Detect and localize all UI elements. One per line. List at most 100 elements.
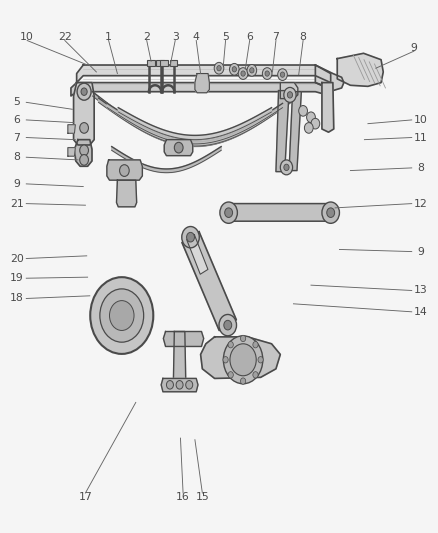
Text: 6: 6 [246, 33, 253, 42]
FancyBboxPatch shape [160, 60, 168, 66]
Circle shape [322, 202, 339, 223]
Circle shape [253, 372, 258, 378]
Circle shape [287, 92, 293, 98]
Circle shape [253, 342, 258, 348]
Text: 18: 18 [10, 294, 24, 303]
FancyBboxPatch shape [147, 60, 155, 66]
Circle shape [278, 69, 287, 80]
Polygon shape [164, 140, 193, 156]
Circle shape [214, 62, 224, 74]
Circle shape [228, 342, 233, 348]
Circle shape [174, 142, 183, 153]
Circle shape [80, 155, 88, 165]
Polygon shape [163, 332, 204, 346]
Circle shape [247, 64, 257, 76]
Circle shape [217, 66, 221, 71]
Circle shape [182, 227, 199, 248]
Text: 16: 16 [176, 492, 190, 502]
Polygon shape [276, 91, 289, 172]
Text: 1: 1 [105, 33, 112, 42]
Polygon shape [187, 235, 208, 274]
Text: 8: 8 [13, 152, 20, 162]
Text: 21: 21 [10, 199, 24, 208]
Text: 14: 14 [413, 307, 427, 317]
Circle shape [280, 160, 293, 175]
Polygon shape [118, 108, 272, 140]
Circle shape [166, 381, 173, 389]
Text: 7: 7 [272, 33, 279, 42]
Text: 17: 17 [78, 492, 92, 502]
Circle shape [81, 88, 87, 95]
Circle shape [311, 118, 320, 129]
Circle shape [228, 372, 233, 378]
Circle shape [100, 289, 144, 342]
Text: 7: 7 [13, 133, 20, 142]
Polygon shape [71, 83, 331, 96]
Circle shape [223, 357, 228, 363]
Polygon shape [92, 92, 297, 147]
Text: 19: 19 [10, 273, 24, 283]
Polygon shape [182, 232, 237, 330]
Polygon shape [107, 160, 142, 180]
Polygon shape [74, 83, 94, 145]
Polygon shape [201, 337, 280, 378]
Polygon shape [227, 204, 332, 221]
Text: 2: 2 [143, 33, 150, 42]
FancyBboxPatch shape [156, 60, 164, 66]
Polygon shape [161, 378, 198, 392]
Circle shape [230, 344, 256, 376]
Text: 12: 12 [413, 199, 427, 208]
Circle shape [241, 71, 245, 76]
Circle shape [220, 202, 237, 223]
Text: 20: 20 [10, 254, 24, 263]
Circle shape [307, 112, 315, 123]
Circle shape [110, 301, 134, 330]
Polygon shape [112, 147, 221, 173]
Polygon shape [195, 74, 209, 93]
Text: 8: 8 [300, 33, 307, 42]
Polygon shape [117, 180, 137, 207]
Text: 10: 10 [20, 33, 34, 42]
Circle shape [176, 381, 183, 389]
Text: 15: 15 [195, 492, 209, 502]
Circle shape [304, 123, 313, 133]
Circle shape [90, 277, 153, 354]
Circle shape [80, 145, 88, 156]
Polygon shape [173, 332, 186, 384]
Text: 9: 9 [13, 179, 20, 189]
Polygon shape [74, 140, 92, 166]
Circle shape [258, 357, 263, 363]
Circle shape [224, 320, 232, 330]
Circle shape [240, 378, 246, 384]
Circle shape [186, 381, 193, 389]
Polygon shape [337, 53, 383, 86]
Circle shape [238, 68, 248, 79]
Circle shape [219, 314, 237, 336]
Text: 9: 9 [417, 247, 424, 256]
Polygon shape [315, 65, 344, 91]
Text: 10: 10 [413, 115, 427, 125]
Circle shape [120, 165, 129, 176]
Circle shape [250, 68, 254, 73]
Text: 6: 6 [13, 115, 20, 125]
Polygon shape [68, 148, 75, 156]
Text: 8: 8 [417, 163, 424, 173]
Polygon shape [107, 103, 283, 144]
Circle shape [280, 72, 285, 77]
Text: 5: 5 [222, 33, 229, 42]
Circle shape [262, 68, 272, 79]
Circle shape [232, 67, 237, 72]
Text: 3: 3 [172, 33, 179, 42]
Circle shape [77, 83, 91, 100]
Text: 11: 11 [413, 133, 427, 142]
Circle shape [80, 123, 88, 133]
Polygon shape [322, 83, 334, 132]
Polygon shape [99, 98, 291, 146]
Polygon shape [289, 92, 301, 171]
Circle shape [240, 335, 246, 342]
Text: 22: 22 [58, 33, 72, 42]
Text: 4: 4 [193, 33, 200, 42]
Circle shape [230, 63, 239, 75]
Circle shape [299, 106, 307, 116]
Polygon shape [68, 125, 75, 133]
